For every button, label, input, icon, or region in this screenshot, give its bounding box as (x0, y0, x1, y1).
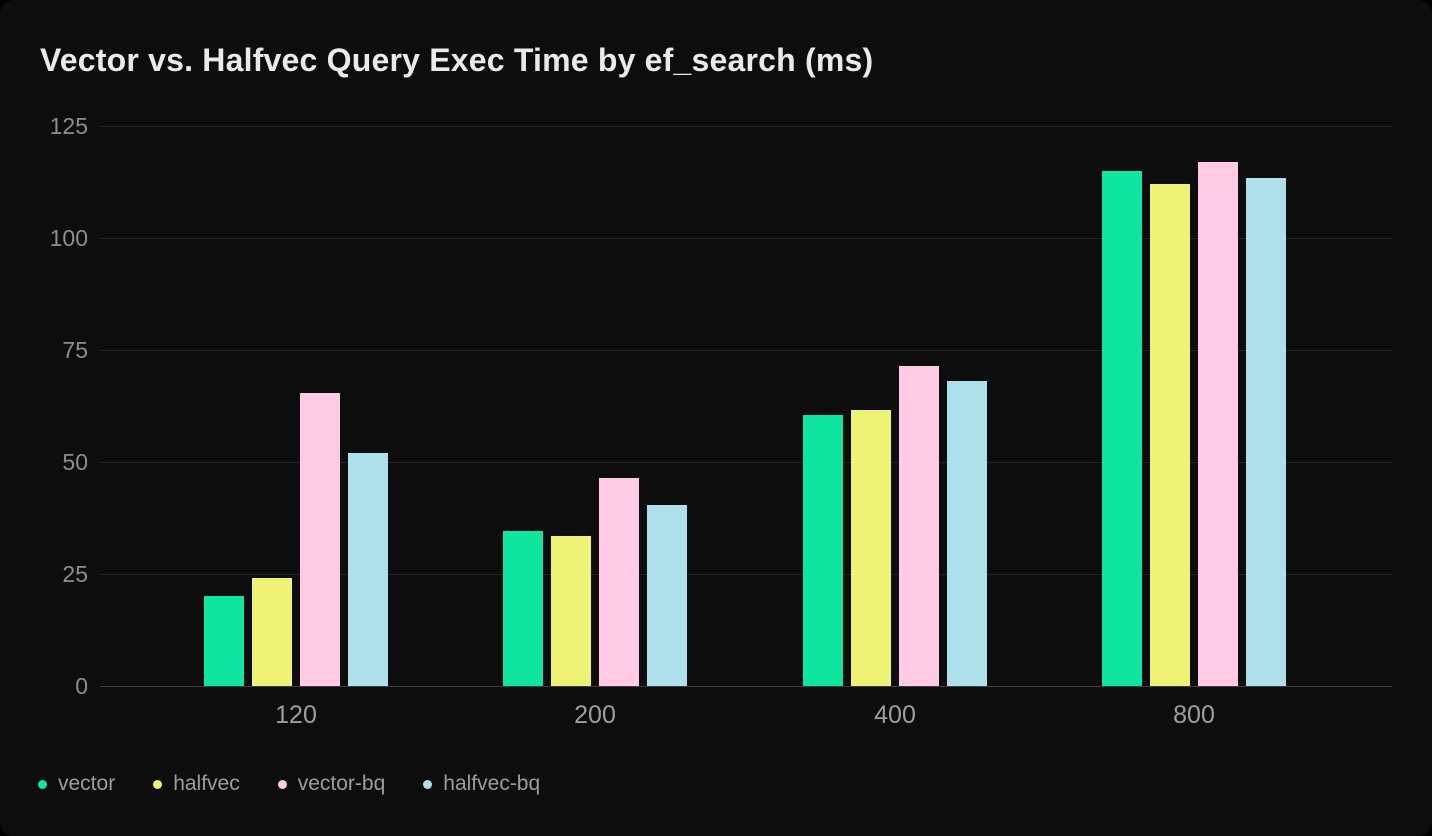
gridline-0 (100, 686, 1392, 687)
gridline-50 (100, 462, 1392, 463)
legend-label-vector: vector (58, 772, 116, 795)
legend-label-halfvec-bq: halfvec-bq (443, 772, 541, 795)
x-tick-label-120: 120 (275, 701, 317, 729)
bar-vector-800[interactable] (1102, 170, 1142, 686)
bar-halfvec-800[interactable] (1150, 184, 1190, 686)
bar-halfvec-bq-200[interactable] (647, 504, 687, 686)
legend-item-vector-bq[interactable]: vector-bq (277, 772, 386, 796)
bar-vector-200[interactable] (503, 531, 543, 686)
gridline-125 (100, 126, 1392, 127)
bar-vector-bq-800[interactable] (1198, 161, 1238, 686)
chart-title: Vector vs. Halfvec Query Exec Time by ef… (40, 42, 874, 78)
bar-halfvec-200[interactable] (551, 535, 591, 686)
x-tick-label-800: 800 (1173, 701, 1215, 729)
y-tick-label-50: 50 (62, 449, 88, 475)
y-tick-label-125: 125 (49, 113, 88, 139)
bar-halfvec-120[interactable] (252, 578, 292, 686)
y-tick-label-100: 100 (49, 225, 88, 251)
gridline-25 (100, 574, 1392, 575)
x-tick-label-200: 200 (574, 701, 616, 729)
bar-vector-bq-200[interactable] (599, 477, 639, 686)
legend-dot-halfvec-icon (153, 779, 163, 789)
bar-halfvec-bq-800[interactable] (1246, 177, 1286, 686)
y-tick-label-0: 0 (75, 673, 88, 699)
x-tick-label-400: 400 (874, 701, 916, 729)
gridline-100 (100, 238, 1392, 239)
legend: vector halfvec vector-bq halfvec-bq (38, 770, 540, 798)
y-tick-label-75: 75 (62, 337, 88, 363)
bar-vector-120[interactable] (204, 596, 244, 686)
gridline-75 (100, 350, 1392, 351)
bar-halfvec-400[interactable] (851, 410, 891, 686)
legend-label-halfvec: halfvec (173, 772, 240, 795)
legend-dot-vector-bq-icon (277, 779, 287, 789)
legend-item-halfvec[interactable]: halfvec (153, 772, 240, 796)
legend-item-vector[interactable]: vector (38, 772, 115, 796)
legend-label-vector-bq: vector-bq (297, 772, 386, 795)
legend-dot-halfvec-bq-icon (423, 779, 433, 789)
bar-halfvec-bq-120[interactable] (348, 453, 388, 686)
bar-vector-bq-120[interactable] (300, 392, 340, 686)
bar-vector-bq-400[interactable] (899, 365, 939, 686)
bar-vector-400[interactable] (803, 414, 843, 686)
y-tick-label-25: 25 (62, 561, 88, 587)
legend-dot-vector-icon (38, 779, 47, 789)
bar-halfvec-bq-400[interactable] (947, 381, 987, 686)
legend-item-halfvec-bq[interactable]: halfvec-bq (423, 772, 540, 796)
